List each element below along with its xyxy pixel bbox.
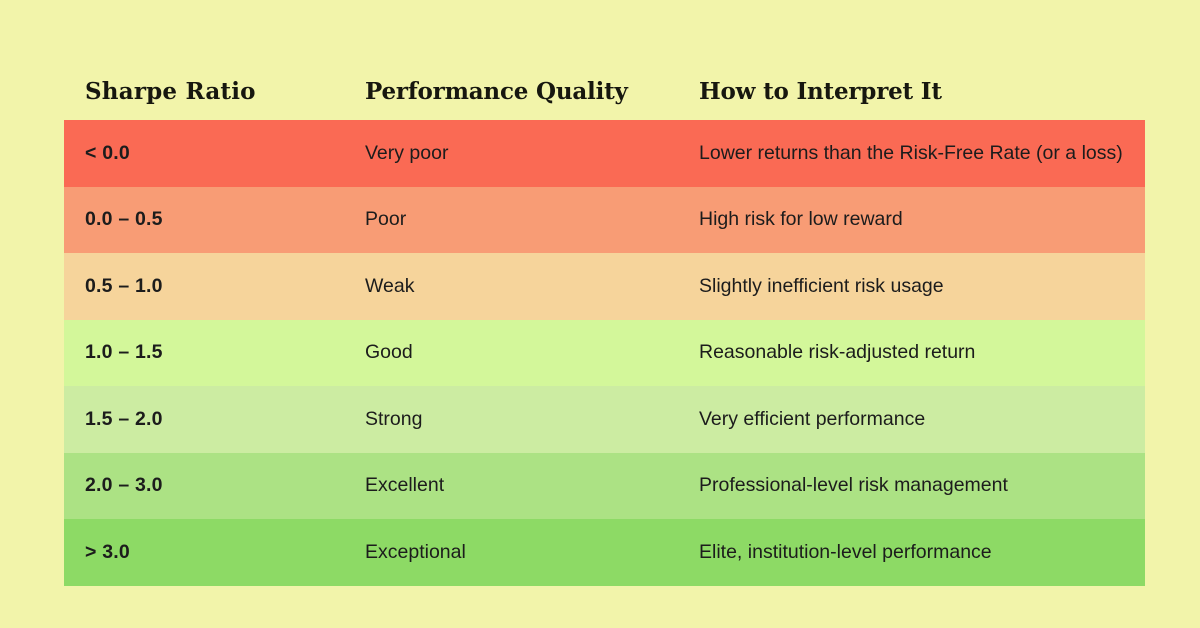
sharpe-range-cell: 0.5 – 1.0 <box>85 274 163 297</box>
sharpe-range-cell: 0.0 – 0.5 <box>85 208 163 231</box>
quality-cell: Strong <box>365 407 423 430</box>
quality-cell: Weak <box>365 274 415 297</box>
quality-cell: Very poor <box>365 141 449 164</box>
table-row: 2.0 – 3.0 Excellent Professional-level r… <box>64 452 1145 519</box>
interpretation-cell: Lower returns than the Risk-Free Rate (o… <box>699 141 1123 164</box>
interpretation-cell: Elite, institution-level performance <box>699 540 992 563</box>
table-header-row: Sharpe Ratio Performance Quality How to … <box>64 63 1145 120</box>
table-row: > 3.0 Exceptional Elite, institution-lev… <box>64 519 1145 586</box>
quality-cell: Excellent <box>365 474 445 497</box>
table-row: 0.5 – 1.0 Weak Slightly inefficient risk… <box>64 253 1145 320</box>
interpretation-cell: Professional-level risk management <box>699 474 1008 497</box>
quality-cell: Poor <box>365 208 407 231</box>
table-row: 1.5 – 2.0 Strong Very efficient performa… <box>64 386 1145 453</box>
sharpe-range-cell: 1.5 – 2.0 <box>85 407 163 430</box>
interpretation-cell: Reasonable risk-adjusted return <box>699 341 976 364</box>
header-interpretation: How to Interpret It <box>699 78 942 105</box>
interpretation-cell: Slightly inefficient risk usage <box>699 274 944 297</box>
interpretation-cell: Very efficient performance <box>699 407 926 430</box>
sharpe-range-cell: 2.0 – 3.0 <box>85 474 163 497</box>
quality-cell: Good <box>365 341 413 364</box>
interpretation-cell: High risk for low reward <box>699 208 903 231</box>
header-sharpe-ratio: Sharpe Ratio <box>85 78 256 105</box>
sharpe-range-cell: 1.0 – 1.5 <box>85 341 163 364</box>
table-row: 0.0 – 0.5 Poor High risk for low reward <box>64 186 1145 253</box>
table-row: 1.0 – 1.5 Good Reasonable risk-adjusted … <box>64 319 1145 386</box>
sharpe-range-cell: > 3.0 <box>85 540 130 563</box>
quality-cell: Exceptional <box>365 540 466 563</box>
header-performance-quality: Performance Quality <box>365 78 628 105</box>
sharpe-ratio-table: Sharpe Ratio Performance Quality How to … <box>64 63 1145 586</box>
table-row: < 0.0 Very poor Lower returns than the R… <box>64 120 1145 187</box>
sharpe-range-cell: < 0.0 <box>85 141 130 164</box>
